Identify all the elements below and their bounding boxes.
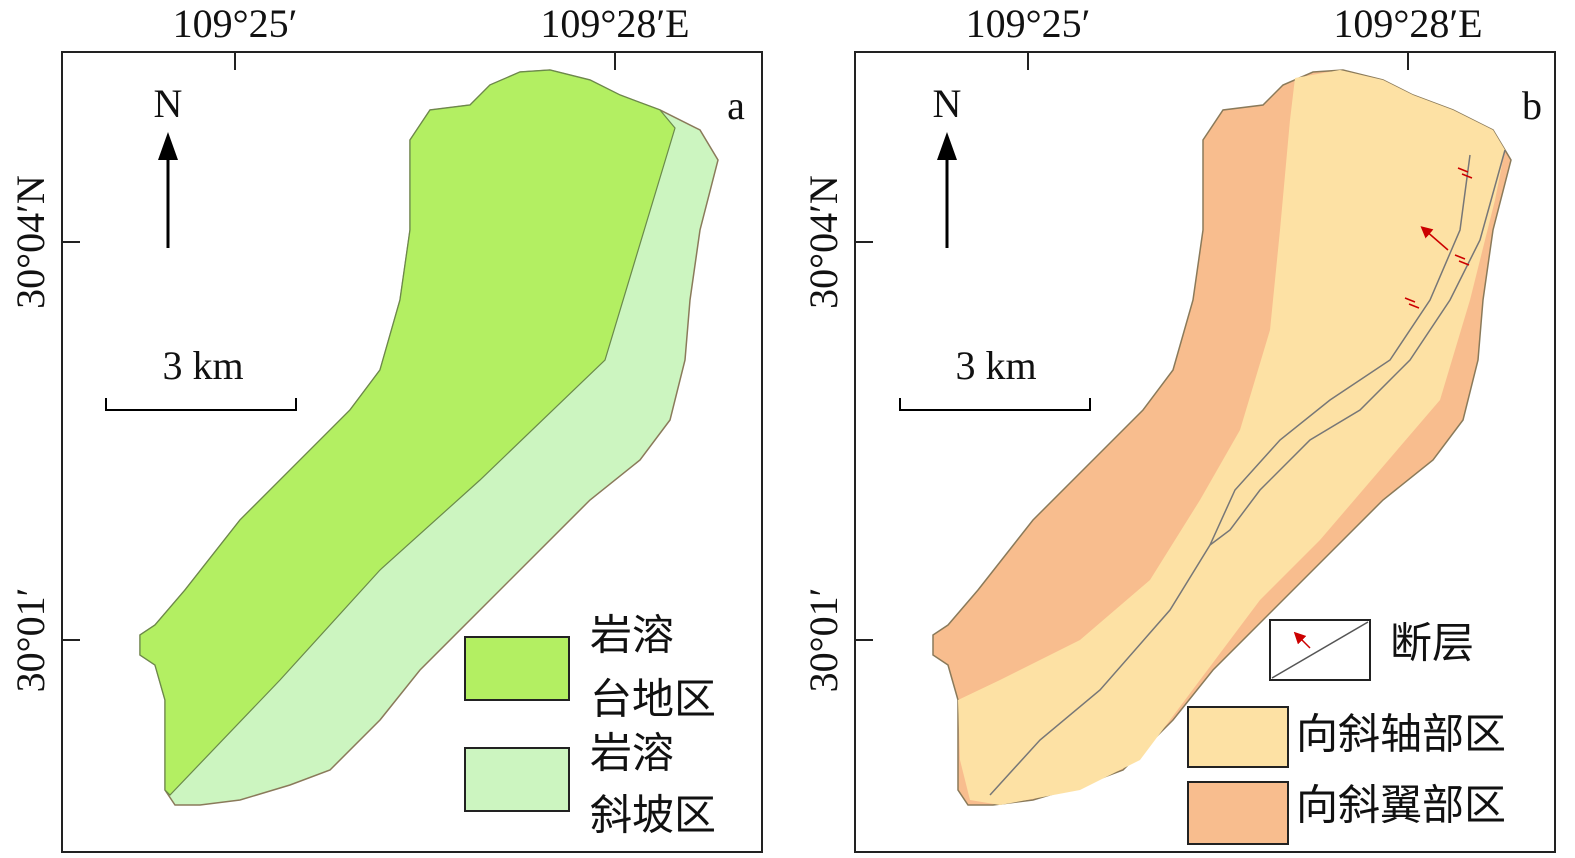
fault-line xyxy=(1209,149,1506,546)
north-arrowhead xyxy=(158,132,178,160)
scale-bar xyxy=(105,398,297,411)
panel-label: b xyxy=(1522,83,1542,128)
lon-label: 109°28′E xyxy=(1333,1,1482,46)
north-arrowhead xyxy=(937,132,957,160)
legend-label: 向斜轴部区 xyxy=(1296,710,1506,759)
panel-label: a xyxy=(727,83,745,128)
platform-zone xyxy=(139,69,676,796)
panel-a: 109°25′ 109°28′E 30°04′N 30°01′ N 3 km a… xyxy=(8,1,763,853)
scale-bar xyxy=(899,398,1091,411)
legend-fault-arrow xyxy=(1293,631,1311,649)
lat-label: 30°01′ xyxy=(801,588,846,693)
north-label: N xyxy=(933,81,962,126)
axis-zone xyxy=(958,70,1505,805)
lon-label: 109°25′ xyxy=(966,1,1091,46)
legend-label: 斜坡区 xyxy=(590,791,716,840)
legend-fault xyxy=(1271,621,1369,679)
legend-label: 台地区 xyxy=(590,675,716,724)
fault-line xyxy=(989,154,1471,796)
legend-swatch xyxy=(464,636,570,701)
legend-swatch xyxy=(1187,706,1289,768)
lon-label: 109°25′ xyxy=(173,1,298,46)
lat-label: 30°04′N xyxy=(8,175,53,309)
lon-label: 109°28′E xyxy=(540,1,689,46)
legend-swatch xyxy=(464,747,570,812)
panel-b: 109°25′ 109°28′E 30°04′N 30°01′ N 3 km b… xyxy=(801,1,1556,853)
north-label: N xyxy=(154,81,183,126)
fault-arrow xyxy=(1420,226,1449,251)
legend-label: 岩溶 xyxy=(590,729,674,778)
lat-label: 30°01′ xyxy=(8,588,53,693)
legend-label: 断层 xyxy=(1390,619,1474,668)
lat-label: 30°04′N xyxy=(801,175,846,309)
fault-symbol xyxy=(1404,167,1473,309)
legend-label: 岩溶 xyxy=(590,611,674,660)
scale-label: 3 km xyxy=(162,343,243,388)
legend-swatch xyxy=(1187,781,1289,845)
scale-label: 3 km xyxy=(955,343,1036,388)
legend-label: 向斜翼部区 xyxy=(1296,781,1506,830)
